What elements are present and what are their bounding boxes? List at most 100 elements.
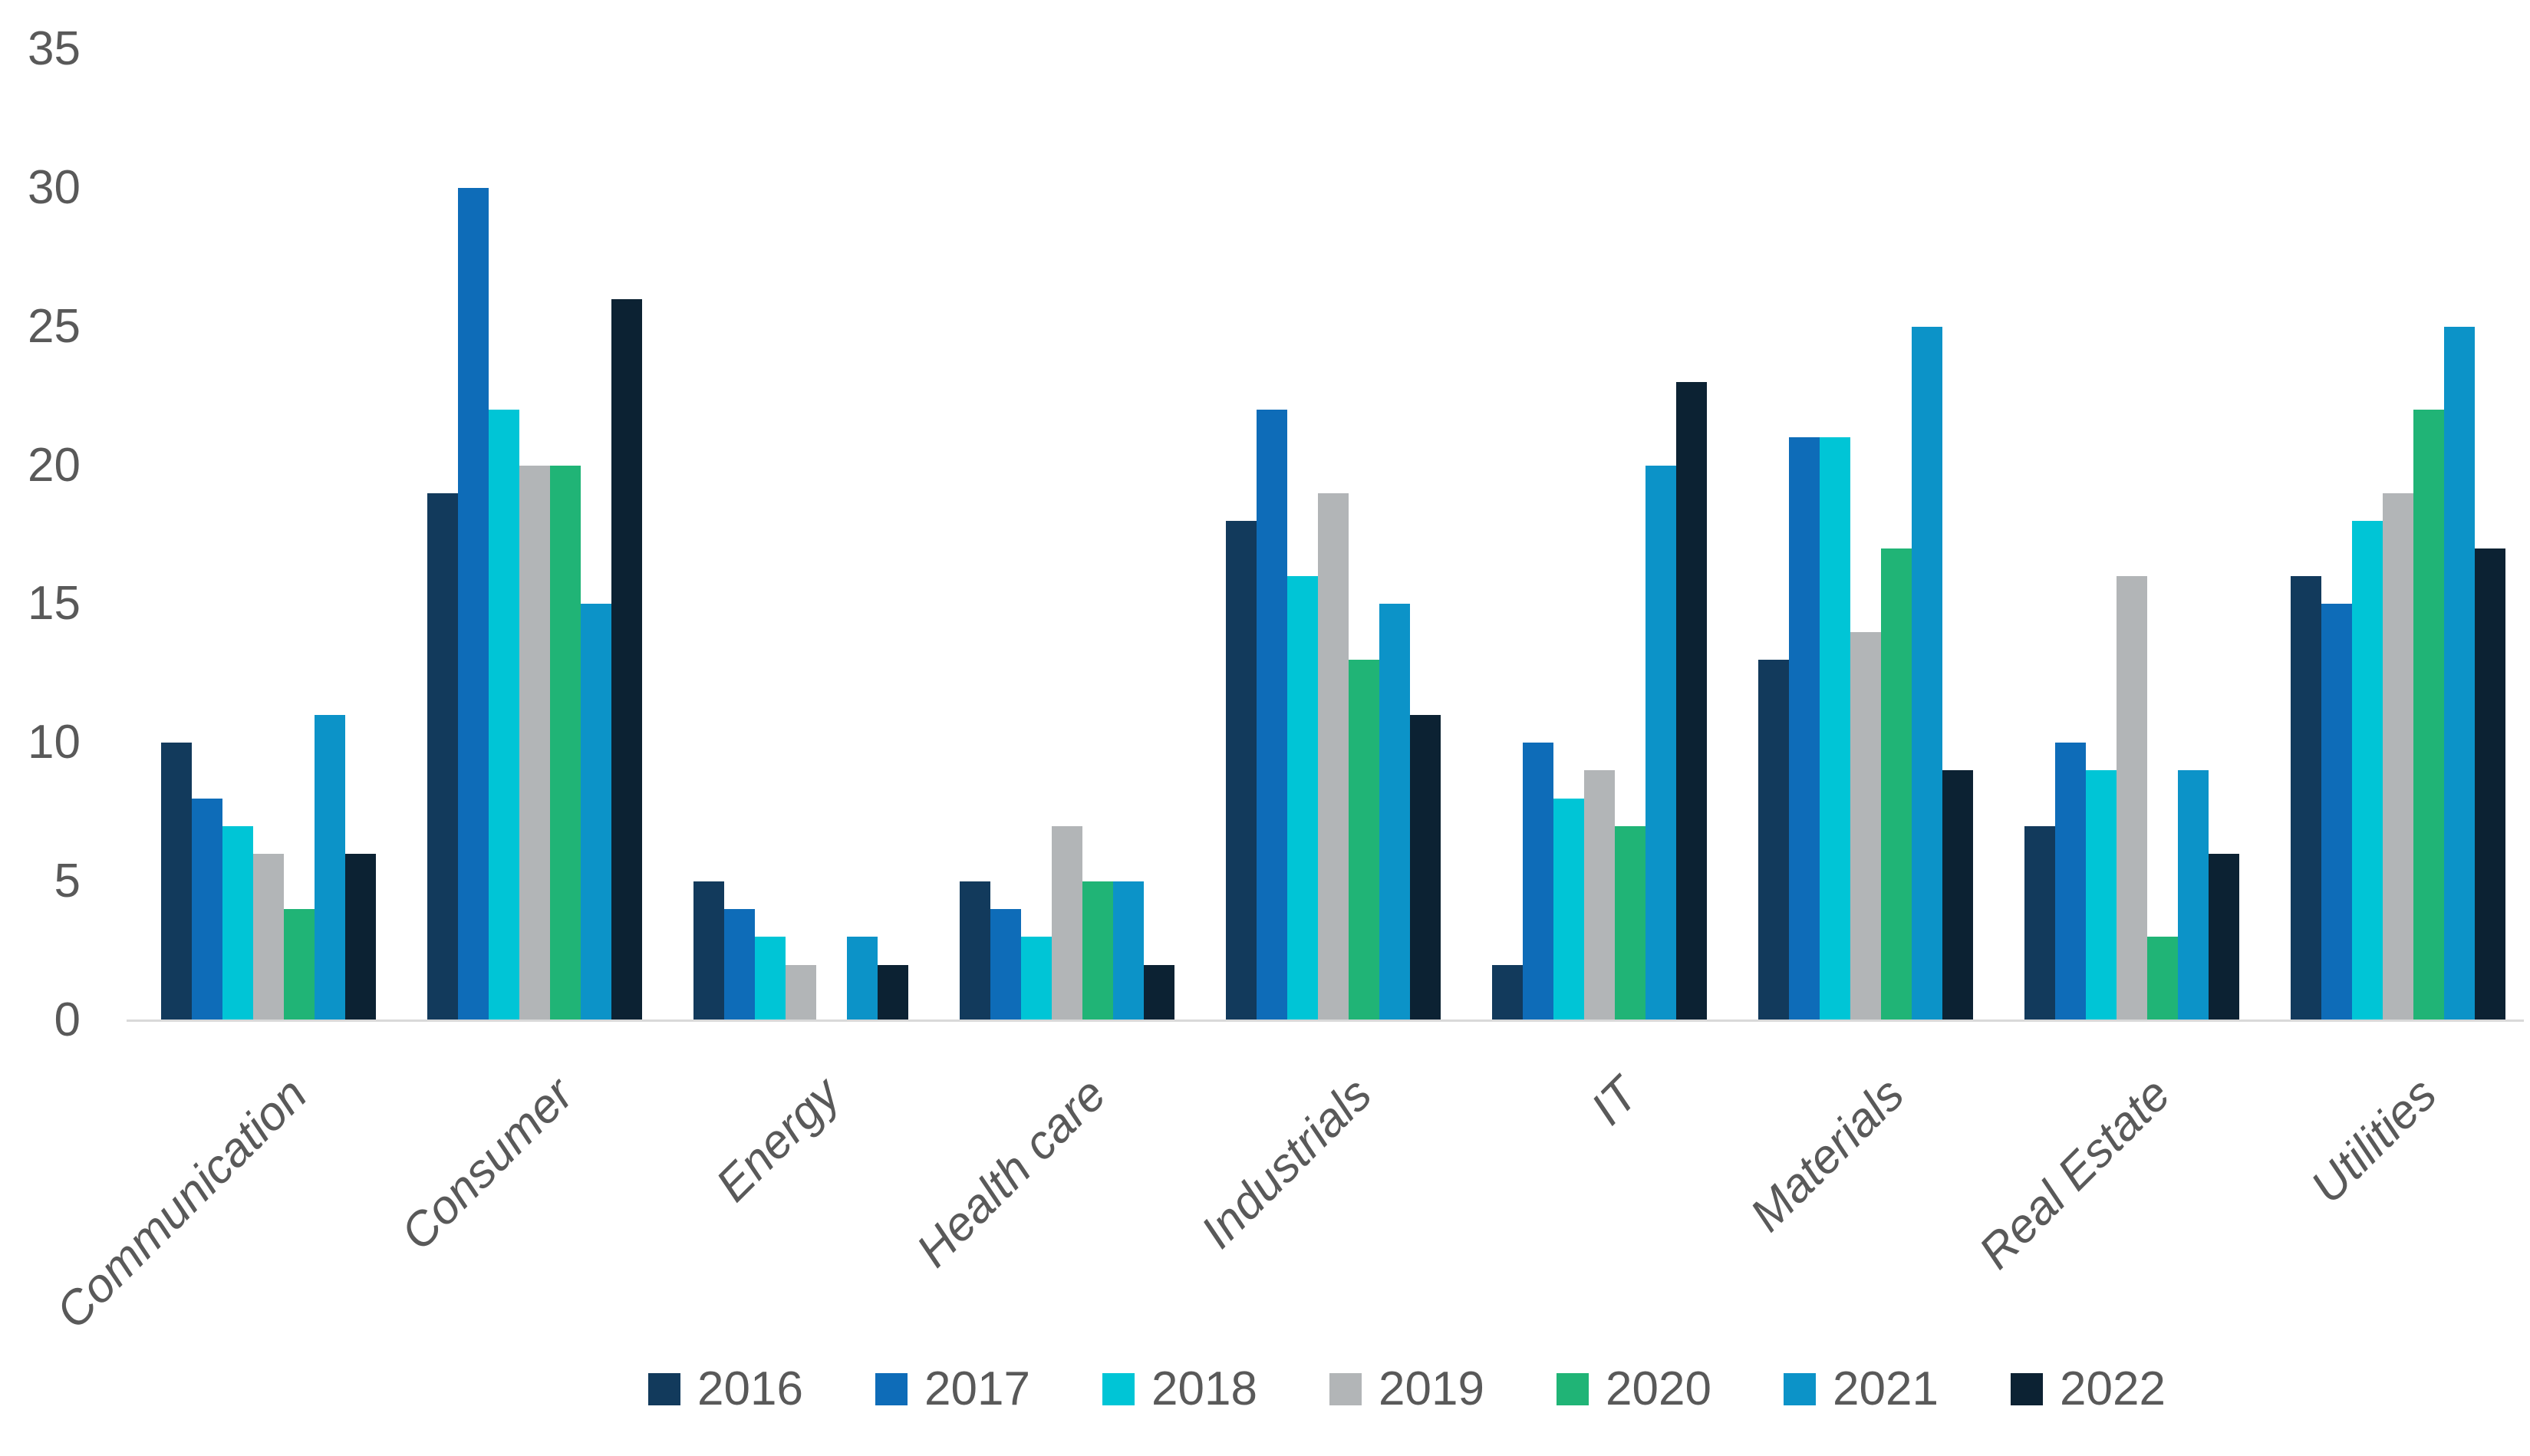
bar-2021-industrials [1379, 604, 1410, 1020]
bar-2016-utilities [2291, 576, 2321, 1020]
bar-2020-health-care [1082, 881, 1113, 1020]
bar-2017-communication [192, 799, 222, 1020]
x-axis-category-label: Utilities [2301, 1068, 2447, 1214]
legend-label: 2016 [697, 1362, 803, 1415]
x-axis-category-label: Health care [906, 1068, 1116, 1277]
bar-2022-health-care [1144, 965, 1174, 1020]
y-axis-tick-label: 25 [28, 299, 81, 353]
bar-2020-it [1615, 826, 1645, 1020]
bar-2016-energy [693, 881, 724, 1020]
bar-2017-consumer [458, 188, 489, 1020]
bar-2019-real-estate [2117, 576, 2147, 1020]
bar-2016-it [1492, 965, 1523, 1020]
bar-2019-energy [786, 965, 816, 1020]
bar-2018-it [1553, 799, 1584, 1020]
bar-2016-consumer [427, 493, 458, 1020]
bar-2018-utilities [2352, 521, 2383, 1020]
bar-2021-it [1645, 466, 1676, 1020]
bar-2022-consumer [611, 299, 642, 1020]
bar-2018-health-care [1021, 937, 1052, 1020]
bar-2018-energy [755, 937, 786, 1020]
legend-swatch-icon [1329, 1373, 1362, 1405]
bar-2016-industrials [1226, 521, 1257, 1020]
bar-2019-industrials [1318, 493, 1349, 1020]
y-axis-tick-label: 10 [28, 716, 81, 769]
bar-2019-communication [253, 854, 284, 1020]
y-axis-tick-label: 20 [28, 438, 81, 492]
legend-swatch-icon [1784, 1373, 1816, 1405]
bar-2019-utilities [2383, 493, 2413, 1020]
bar-2017-industrials [1257, 410, 1287, 1020]
y-axis-tick-label: 15 [28, 577, 81, 631]
x-axis-category-label: IT [1581, 1068, 1649, 1135]
legend-item-2018: 2018 [1102, 1364, 1257, 1415]
bar-2016-materials [1758, 660, 1789, 1020]
bar-2022-utilities [2475, 548, 2505, 1020]
bar-2022-industrials [1410, 715, 1441, 1020]
legend-swatch-icon [875, 1373, 908, 1405]
bar-2018-materials [1820, 437, 1850, 1020]
bar-2022-it [1676, 382, 1707, 1020]
bar-2017-energy [724, 909, 755, 1020]
bar-2020-industrials [1349, 660, 1379, 1020]
y-axis-tick-label: 5 [54, 855, 81, 908]
y-axis-tick-label: 30 [28, 160, 81, 214]
legend-item-2017: 2017 [875, 1364, 1030, 1415]
bar-2019-materials [1850, 632, 1881, 1020]
legend-item-2021: 2021 [1784, 1364, 1939, 1415]
bar-2021-consumer [581, 604, 611, 1020]
bar-2017-real-estate [2055, 743, 2086, 1020]
legend-label: 2022 [2060, 1362, 2166, 1415]
legend-item-2020: 2020 [1557, 1364, 1711, 1415]
x-axis-category-label: Materials [1741, 1068, 1915, 1242]
bar-2018-consumer [489, 410, 519, 1020]
bar-2020-materials [1881, 548, 1912, 1020]
bar-2016-real-estate [2024, 826, 2055, 1020]
bar-2019-health-care [1052, 826, 1082, 1020]
bar-2017-it [1523, 743, 1553, 1020]
bar-2022-real-estate [2209, 854, 2239, 1020]
bar-2017-utilities [2321, 604, 2352, 1020]
bar-2021-utilities [2444, 327, 2475, 1020]
bar-2022-energy [878, 965, 908, 1020]
legend-swatch-icon [1102, 1373, 1135, 1405]
bar-2021-materials [1912, 327, 1942, 1020]
legend-item-2022: 2022 [2011, 1364, 2166, 1415]
bar-2016-health-care [960, 881, 990, 1020]
bar-2018-real-estate [2086, 770, 2117, 1020]
bar-2020-utilities [2413, 410, 2444, 1020]
bar-2021-real-estate [2178, 770, 2209, 1020]
bar-2017-health-care [990, 909, 1021, 1020]
bar-2022-communication [345, 854, 376, 1020]
x-axis-category-label: Industrials [1191, 1068, 1382, 1259]
legend-label: 2020 [1606, 1362, 1711, 1415]
legend-item-2016: 2016 [648, 1364, 803, 1415]
bar-2021-energy [847, 937, 878, 1020]
bar-2016-communication [161, 743, 192, 1020]
x-axis-category-label: Energy [706, 1068, 850, 1212]
bar-2018-communication [222, 826, 253, 1020]
bar-2021-communication [315, 715, 345, 1020]
legend-item-2019: 2019 [1329, 1364, 1484, 1415]
y-axis-tick-label: 35 [28, 22, 81, 75]
bar-2020-communication [284, 909, 315, 1020]
x-axis-category-label: Real Estate [1969, 1068, 2181, 1280]
bar-2020-real-estate [2147, 937, 2178, 1020]
legend-swatch-icon [648, 1373, 680, 1405]
bar-2018-industrials [1287, 576, 1318, 1020]
bar-2020-consumer [550, 466, 581, 1020]
legend-label: 2017 [924, 1362, 1030, 1415]
legend-swatch-icon [1557, 1373, 1589, 1405]
x-axis-line [127, 1020, 2524, 1022]
y-axis-tick-label: 0 [54, 993, 81, 1046]
bar-2019-consumer [519, 466, 550, 1020]
bar-2019-it [1584, 770, 1615, 1020]
bar-2017-materials [1789, 437, 1820, 1020]
bar-2022-materials [1942, 770, 1973, 1020]
x-axis-category-label: Consumer [390, 1068, 584, 1261]
legend-label: 2018 [1151, 1362, 1257, 1415]
x-axis-category-label: Communication [46, 1068, 318, 1339]
bar-2021-health-care [1113, 881, 1144, 1020]
legend-label: 2021 [1833, 1362, 1939, 1415]
